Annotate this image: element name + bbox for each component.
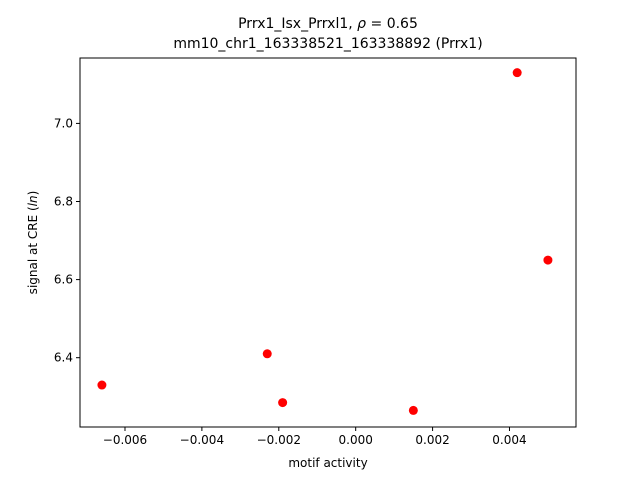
x-tick-label: 0.002 (415, 433, 449, 447)
x-tick-label: −0.004 (180, 433, 224, 447)
y-tick-label: 6.4 (54, 351, 73, 365)
data-point (543, 255, 553, 265)
data-point (97, 380, 107, 390)
data-point (262, 349, 272, 359)
data-point (408, 405, 418, 415)
y-axis-label: signal at CRE (ln) (26, 191, 40, 295)
y-label-suffix: ) (26, 191, 40, 196)
y-tick-label: 6.8 (54, 195, 73, 209)
y-tick-label: 7.0 (54, 116, 73, 130)
chart-title-line2: mm10_chr1_163338521_163338892 (Prrx1) (173, 36, 482, 52)
chart-title-line1: Prrx1_Isx_Prrxl1, ρ = 0.65 (238, 16, 418, 32)
x-tick-label: −0.006 (103, 433, 147, 447)
data-point (512, 68, 522, 78)
data-points (97, 68, 553, 415)
title-prefix: Prrx1_Isx_Prrxl1, (238, 16, 357, 32)
title-rho-value: = 0.65 (366, 16, 418, 32)
y-label-prefix: signal at CRE ( (26, 206, 40, 294)
axis-ticks: −0.006 −0.004 −0.002 0.000 0.002 0.004 6.4 6.6 6… (54, 116, 527, 447)
x-tick-label: 0.004 (492, 433, 526, 447)
x-tick-label: 0.000 (339, 433, 373, 447)
y-tick-label: 6.6 (54, 273, 73, 287)
data-point (278, 398, 288, 408)
x-tick-label: −0.002 (257, 433, 301, 447)
plot-frame (79, 57, 577, 428)
x-axis-label: motif activity (288, 456, 367, 470)
title-rho-symbol: ρ (357, 16, 366, 32)
y-label-italic: ln (26, 195, 40, 206)
